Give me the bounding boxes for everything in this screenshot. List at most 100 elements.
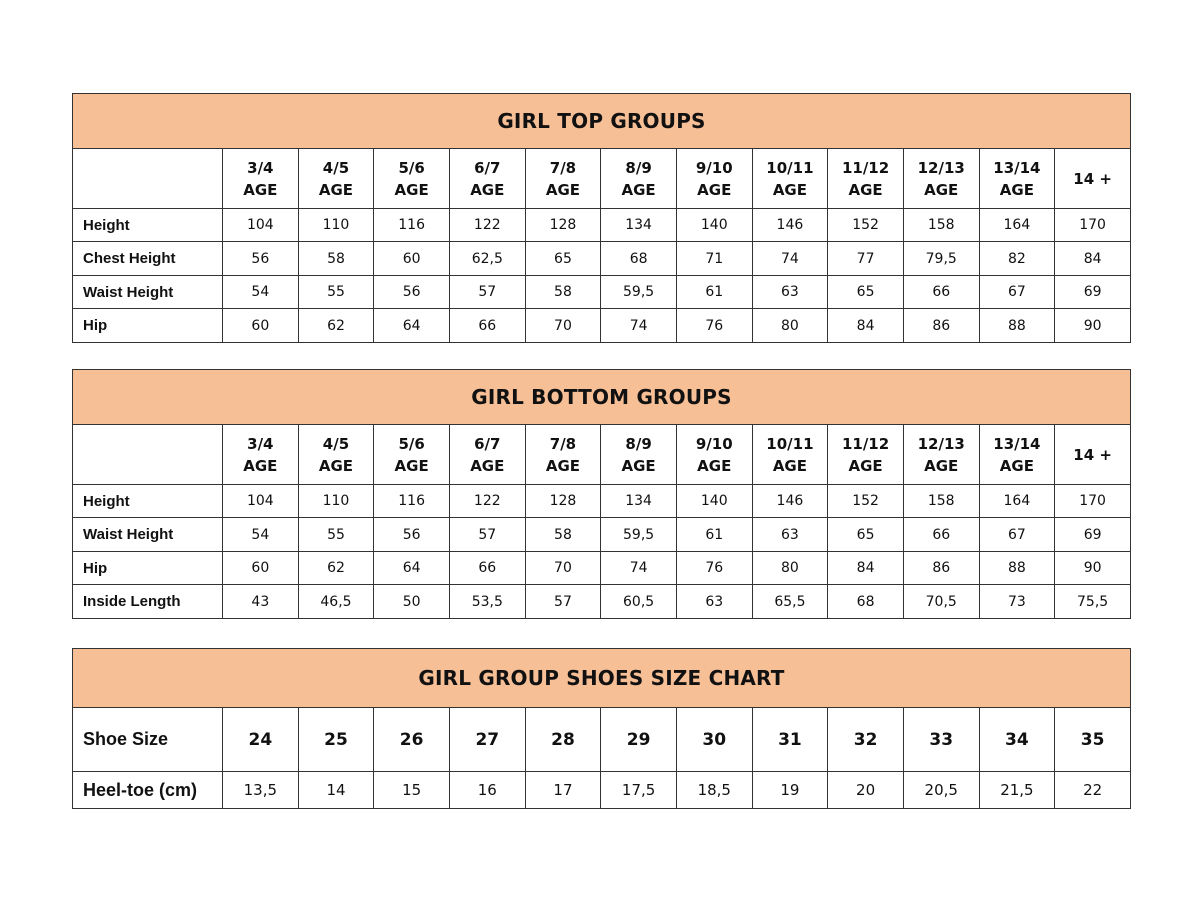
table-title: GIRL TOP GROUPS [72,93,1131,149]
table-cell: 110 [297,484,375,518]
table-cell: 128 [524,484,602,518]
table-cell: 122 [448,208,526,242]
table-cell: 68 [827,584,904,619]
table-cell: 22 [1054,771,1131,809]
column-header: 5/6 AGE [373,424,450,485]
table-cell: 59,5 [600,517,677,552]
table-cell: 86 [902,551,980,585]
table-cell: 46,5 [297,584,375,619]
table-cell: 84 [827,308,904,343]
table-cell: 14 [297,771,375,809]
column-header-text: AGE [999,456,1034,475]
table-cell: 80 [751,308,829,343]
row-label: Waist Height [72,517,223,552]
column-header-text: 10/11 [766,434,814,453]
table-cell: 71 [675,241,753,276]
table-row: Hip 60 62 64 66 70 74 76 80 84 86 88 90 [72,308,1131,343]
table-cell: 90 [1054,308,1131,343]
column-header-text: 13/14 [993,434,1041,453]
row-label: Inside Length [72,584,223,619]
column-header: 10/11 AGE [751,424,829,485]
table-cell: 116 [373,208,450,242]
table-cell: 76 [675,308,753,343]
table-cell: 26 [373,707,450,772]
table-cell: 29 [600,707,677,772]
column-header-text: AGE [470,180,505,199]
title-row: GIRL GROUP SHOES SIZE CHART [72,648,1131,708]
table-cell: 53,5 [448,584,526,619]
table-cell: 77 [827,241,904,276]
table-cell: 25 [297,707,375,772]
table-cell: 66 [448,308,526,343]
table-cell: 35 [1054,707,1131,772]
girl-bottom-groups-table: GIRL BOTTOM GROUPS 3/4 AGE 4/5 AGE 5/6 AGE 6/7 A… [72,369,1131,619]
table-cell: 66 [902,275,980,309]
table-cell: 63 [751,517,829,552]
table-cell: 70,5 [902,584,980,619]
table-cell: 16 [448,771,526,809]
girl-top-groups-table: GIRL TOP GROUPS 3/4 AGE 4/5 AGE 5/6 AGE 6/7 AGE 7… [72,93,1131,343]
table-cell: 28 [524,707,602,772]
table-cell: 62 [297,551,375,585]
table-cell: 84 [1054,241,1131,276]
table-cell: 70 [524,308,602,343]
table-cell: 140 [675,208,753,242]
row-label: Height [72,484,223,518]
table-row: Chest Height 56 58 60 62,5 65 68 71 74 77 79,5 82 84 [72,241,1131,276]
table-cell: 56 [373,517,450,552]
table-cell: 69 [1054,517,1131,552]
table-cell: 62,5 [448,241,526,276]
table-row: Hip 60 62 64 66 70 74 76 80 84 86 88 90 [72,551,1131,585]
table-cell: 86 [902,308,980,343]
column-header: 13/14 AGE [978,424,1056,485]
table-cell: 63 [675,584,753,619]
table-row: Heel-toe (cm) 13,5 14 15 16 17 17,5 18,5 19 20 20,… [72,771,1131,809]
table-cell: 60,5 [600,584,677,619]
column-header: 12/13 AGE [902,424,980,485]
column-header: 3/4 AGE [222,148,299,209]
table-cell: 43 [222,584,299,619]
table-row: Waist Height 54 55 56 57 58 59,5 61 63 65 66 67 69 [72,517,1131,552]
column-header: 11/12 AGE [827,424,904,485]
table-cell: 30 [675,707,753,772]
table-cell: 110 [297,208,375,242]
column-header-text: AGE [243,180,278,199]
column-header-text: 9/10 [695,158,733,177]
table-cell: 55 [297,275,375,309]
column-header-text: AGE [848,180,883,199]
column-header-text: 14 + [1073,445,1112,464]
column-header: 10/11 AGE [751,148,829,209]
table-cell: 63 [751,275,829,309]
header-corner-cell [72,148,223,209]
column-header-text: AGE [697,180,732,199]
column-header-text: AGE [621,180,656,199]
table-title: GIRL GROUP SHOES SIZE CHART [72,648,1131,708]
column-header: 6/7 AGE [448,148,526,209]
table-cell: 128 [524,208,602,242]
column-header-text: AGE [697,456,732,475]
column-header-text: 11/12 [841,434,890,453]
table-cell: 21,5 [978,771,1056,809]
column-header-text: AGE [394,180,429,199]
column-header-text: 7/8 [549,158,577,177]
column-header: 9/10 AGE [675,424,753,485]
table-cell: 158 [902,208,980,242]
table-cell: 152 [827,208,904,242]
table-cell: 57 [448,275,526,309]
column-header-text: 4/5 [322,158,350,177]
table-cell: 170 [1054,484,1131,518]
column-header-text: AGE [772,180,807,199]
table-cell: 65 [524,241,602,276]
title-row: GIRL TOP GROUPS [72,93,1131,149]
row-label: Heel-toe (cm) [72,771,223,809]
column-header: 14 + [1054,148,1131,209]
table-cell: 158 [902,484,980,518]
table-cell: 60 [222,308,299,343]
table-row: Shoe Size 24 25 26 27 28 29 30 31 32 33 34 35 [72,707,1131,772]
column-header-text: 9/10 [695,434,733,453]
table-cell: 15 [373,771,450,809]
column-header: 3/4 AGE [222,424,299,485]
table-cell: 116 [373,484,450,518]
row-label: Shoe Size [72,707,223,772]
table-cell: 74 [600,308,677,343]
